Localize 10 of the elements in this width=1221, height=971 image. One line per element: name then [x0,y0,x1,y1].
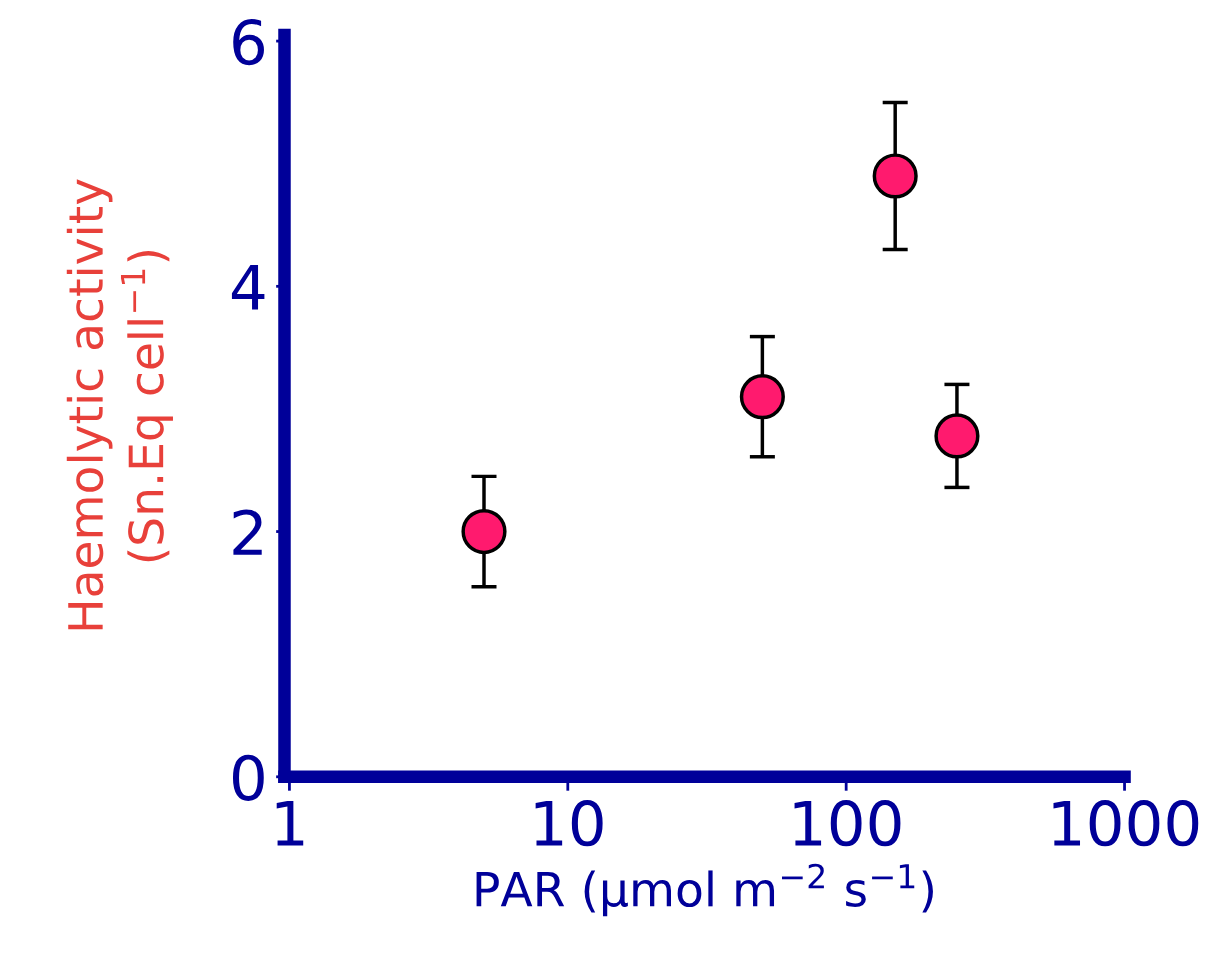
x-tick-label: 100 [794,800,901,847]
x-tick-label: 1000 [1053,800,1199,847]
x-axis-title: PAR (µmol m$^{−2}$ s$^{−1}$) [476,863,933,917]
x-tick-label: 1 [276,800,304,846]
y-tick-label: 0 [232,754,264,801]
y-tick-label: 6 [233,18,264,66]
y-tick-label: 4 [231,264,265,310]
x-tick-label: 10 [535,800,603,847]
y-axis-title: Haemolytic activity (Sn.Eq cell$^{−1}$) [66,179,173,630]
y-tick-label: 2 [233,509,262,555]
